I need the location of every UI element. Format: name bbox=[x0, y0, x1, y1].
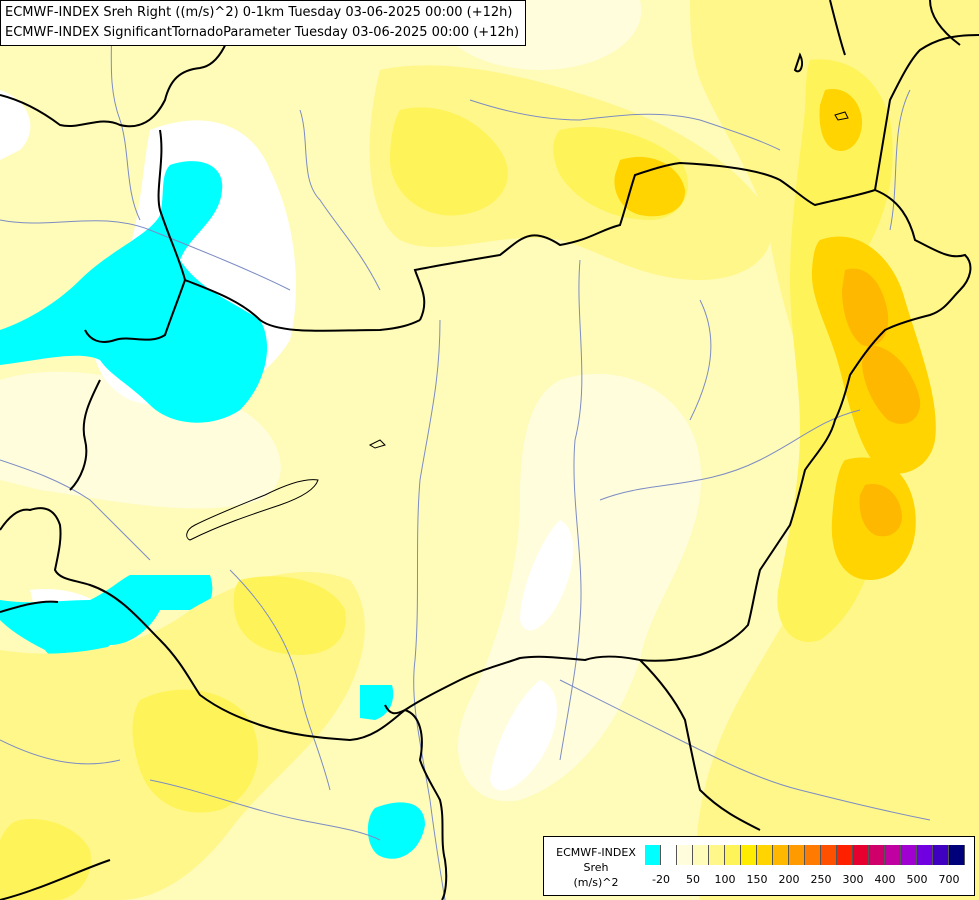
title-line-2: ECMWF-INDEX SignificantTornadoParameter … bbox=[5, 25, 520, 40]
legend-tick-label: 200 bbox=[778, 873, 800, 886]
legend-ticks: -20 50 100 150 200 250 300 400 500 700 bbox=[645, 873, 975, 889]
legend-swatch bbox=[837, 845, 853, 865]
legend-tick-label: 250 bbox=[810, 873, 832, 886]
gold-field-south bbox=[0, 819, 91, 900]
legend-swatch bbox=[949, 845, 965, 865]
legend-swatch bbox=[645, 845, 661, 865]
legend-swatch bbox=[757, 845, 773, 865]
gold-field-mid-west bbox=[233, 576, 346, 655]
legend-swatch bbox=[901, 845, 917, 865]
legend-swatch bbox=[917, 845, 933, 865]
legend-tick-label: -20 bbox=[652, 873, 670, 886]
legend-swatch bbox=[789, 845, 805, 865]
dark-orange-field-2 bbox=[862, 345, 921, 424]
pale-field bbox=[458, 373, 702, 802]
legend-swatch bbox=[709, 845, 725, 865]
gold-field-north bbox=[390, 107, 508, 216]
legend-tick-label: 100 bbox=[714, 873, 736, 886]
gold-field-southwest bbox=[132, 689, 259, 813]
white-field-south bbox=[490, 680, 557, 791]
legend-title: ECMWF-INDEX bbox=[556, 846, 636, 859]
orange-field-north bbox=[614, 156, 686, 217]
legend-swatch bbox=[741, 845, 757, 865]
orange-field-north-east bbox=[819, 89, 863, 151]
legend-swatch bbox=[869, 845, 885, 865]
legend-swatch bbox=[885, 845, 901, 865]
color-legend: ECMWF-INDEX Sreh (m/s)^2 -20 50 100 150 200 2… bbox=[543, 836, 975, 896]
map-title-box: ECMWF-INDEX Sreh Right ((m/s)^2) 0-1km T… bbox=[0, 0, 527, 46]
legend-unit: (m/s)^2 bbox=[573, 876, 619, 889]
legend-swatch bbox=[853, 845, 869, 865]
legend-subtitle: Sreh bbox=[583, 861, 609, 874]
legend-swatch bbox=[725, 845, 741, 865]
legend-swatch bbox=[677, 845, 693, 865]
cyan-field-northwest bbox=[0, 161, 268, 423]
cyan-field-center-south bbox=[360, 685, 394, 720]
legend-tick-label: 150 bbox=[746, 873, 768, 886]
lakes bbox=[186, 111, 849, 541]
legend-tick-label: 300 bbox=[842, 873, 864, 886]
dark-orange-field-3 bbox=[859, 484, 903, 537]
cyan-field-southwest bbox=[0, 575, 213, 663]
legend-swatch bbox=[933, 845, 949, 865]
legend-swatches bbox=[645, 845, 965, 865]
white-field-center bbox=[520, 520, 574, 631]
legend-tick-label: 400 bbox=[874, 873, 896, 886]
cyan-field-south bbox=[367, 802, 425, 859]
legend-swatch bbox=[805, 845, 821, 865]
title-line-1: ECMWF-INDEX Sreh Right ((m/s)^2) 0-1km T… bbox=[5, 5, 513, 20]
legend-tick-label: 50 bbox=[686, 873, 700, 886]
legend-name: ECMWF-INDEX Sreh (m/s)^2 bbox=[548, 845, 644, 890]
dark-orange-field-1 bbox=[842, 268, 889, 347]
legend-swatch bbox=[773, 845, 789, 865]
legend-swatch bbox=[821, 845, 837, 865]
white-field-west bbox=[0, 90, 31, 160]
rivers bbox=[0, 0, 931, 900]
legend-tick-label: 500 bbox=[906, 873, 928, 886]
legend-tick-label: 700 bbox=[938, 873, 960, 886]
legend-swatch bbox=[661, 845, 677, 865]
legend-swatch bbox=[693, 845, 709, 865]
